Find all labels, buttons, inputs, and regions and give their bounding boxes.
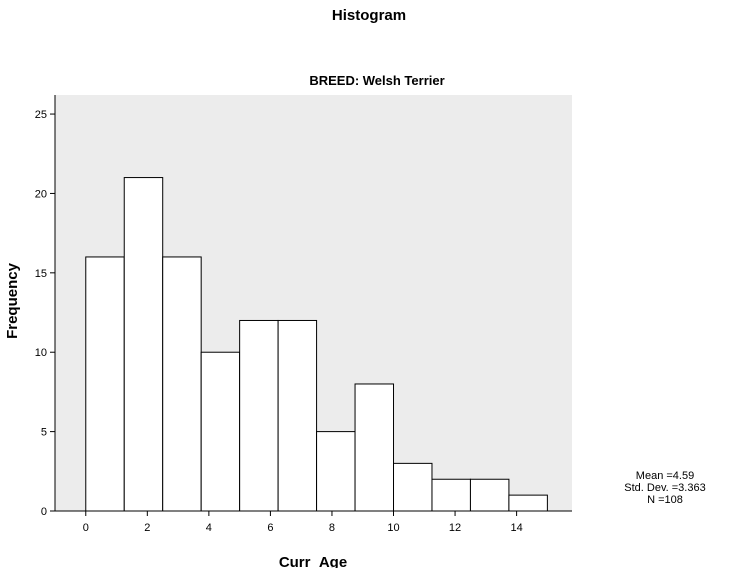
chart-subtitle: BREED: Welsh Terrier: [309, 73, 444, 88]
y-tick-label: 0: [41, 506, 47, 518]
axes-group: 0 5 10 15 20 25 0 2 4 6 8 10 12 14: [35, 95, 572, 534]
stat-n: N =108: [647, 494, 683, 506]
x-tick-label: 12: [449, 522, 461, 534]
histogram-bar-7: [316, 431, 356, 512]
x-tick-label: 2: [144, 522, 150, 534]
histogram-bar-5: [239, 319, 279, 512]
y-tick-label: 5: [41, 427, 47, 439]
stat-std-dev: Std. Dev. =3.363: [624, 482, 706, 494]
x-tick-label: 8: [329, 522, 335, 534]
chart-title: Histogram: [332, 7, 406, 24]
histogram-bar-4: [200, 351, 241, 512]
histogram-bar-9: [393, 462, 433, 512]
x-tick-label: 14: [510, 522, 522, 534]
histogram-bar-1: [85, 256, 125, 512]
bars-group: [85, 177, 548, 512]
histogram-bar-3: [162, 256, 202, 512]
stat-mean: Mean =4.59: [635, 470, 695, 482]
y-tick-label: 10: [35, 347, 47, 359]
histogram-bar-6: [277, 319, 318, 512]
histogram-bar-12: [508, 494, 548, 512]
y-axis-title: Frequency: [4, 262, 21, 339]
histogram-bar-8: [354, 383, 395, 512]
x-tick-label: 0: [83, 522, 89, 534]
histogram-bar-2: [123, 177, 164, 512]
x-tick-label: 6: [267, 522, 273, 534]
stats-box: Mean =4.59 Std. Dev. =3.363 N =108: [610, 470, 720, 506]
y-tick-label: 25: [35, 109, 47, 121]
histogram-bar-11: [469, 478, 510, 512]
x-axis-title: Curr_Age: [279, 554, 347, 568]
y-tick-label: 15: [35, 268, 47, 280]
histogram-bar-10: [431, 478, 471, 512]
x-tick-label: 10: [387, 522, 399, 534]
x-tick-label: 4: [206, 522, 212, 534]
y-tick-label: 20: [35, 188, 47, 200]
